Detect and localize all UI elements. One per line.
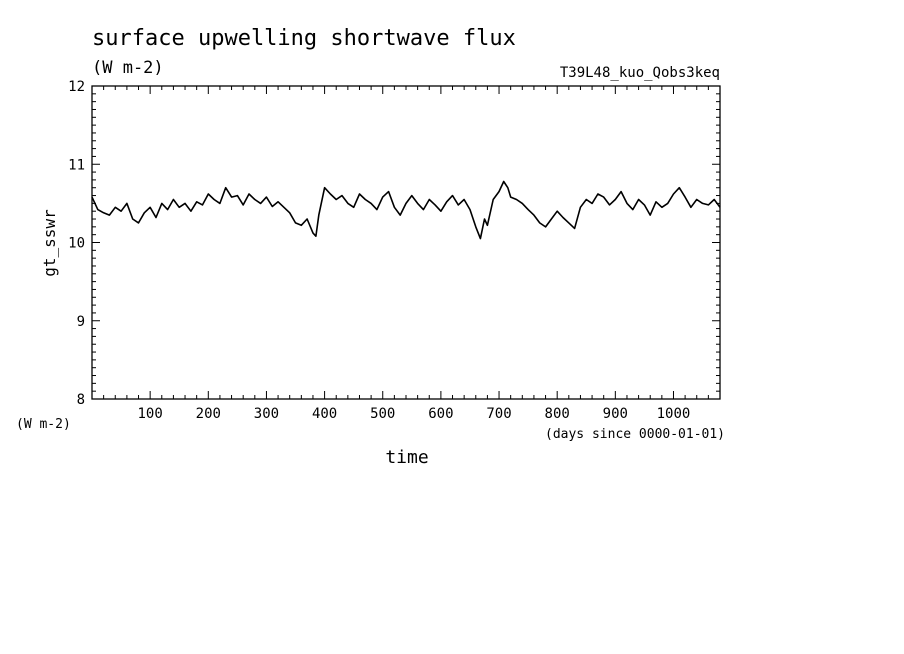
tick-labels: 100 200 300 400 500 600 700 800 900 1000 8 9 10 11 12 (68, 79, 690, 422)
x-tick-label: 900 (603, 406, 628, 422)
chart-title: surface upwelling shortwave flux (92, 26, 516, 51)
x-tick-label: 700 (486, 406, 511, 422)
x-tick-label: 1000 (657, 406, 691, 422)
x-tick-label: 400 (312, 406, 337, 422)
axis-ticks (92, 86, 720, 399)
data-series-line (91, 180, 721, 240)
y-axis-label: gt_sswr (40, 209, 59, 277)
y-tick-label: 12 (68, 79, 85, 95)
x-tick-label: 100 (137, 406, 162, 422)
y-axis-units: (W m-2) (16, 417, 71, 432)
x-tick-label: 500 (370, 406, 395, 422)
y-tick-label: 8 (77, 392, 85, 408)
x-axis-units: (days since 0000-01-01) (545, 427, 725, 442)
x-tick-label: 800 (545, 406, 570, 422)
plot-frame (91, 85, 721, 400)
y-tick-label: 11 (68, 157, 85, 173)
y-tick-label: 9 (77, 314, 85, 330)
experiment-label: T39L48_kuo_Qobs3keq (560, 65, 720, 81)
x-axis-label: time (385, 447, 428, 468)
x-tick-label: 600 (428, 406, 453, 422)
x-tick-label: 200 (196, 406, 221, 422)
title-units: (W m-2) (92, 58, 164, 78)
x-tick-label: 300 (254, 406, 279, 422)
y-tick-label: 10 (68, 236, 85, 252)
